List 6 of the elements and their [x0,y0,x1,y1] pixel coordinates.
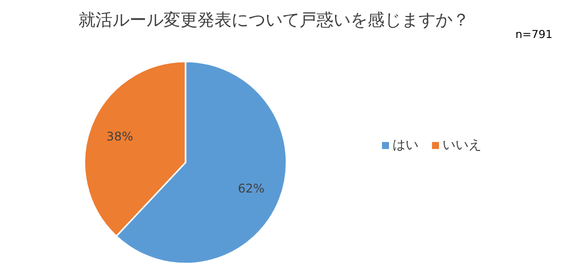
legend-label: いいえ [442,138,482,153]
data-label: 62% [238,182,265,196]
data-label: 38% [106,129,134,144]
legend-label: はい [392,138,418,153]
chart-title: 就活ルール変更発表について戸惑いを感じますか？ [78,10,470,30]
text: n=791 [515,28,553,41]
